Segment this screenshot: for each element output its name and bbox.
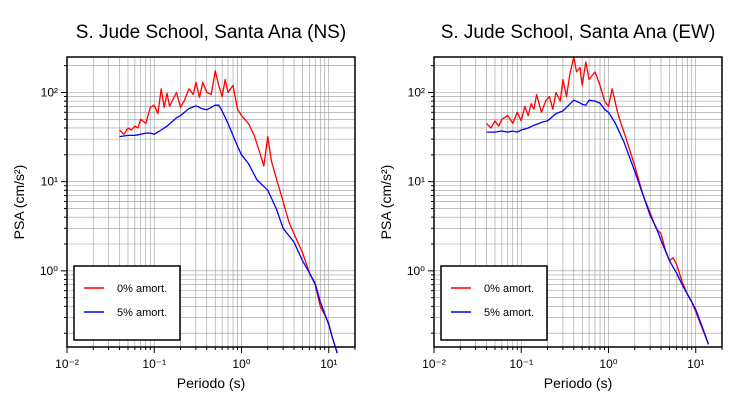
legend-box bbox=[440, 265, 548, 341]
legend-label-0: 0% amort. bbox=[117, 283, 167, 295]
legend-label-0: 0% amort. bbox=[484, 283, 534, 295]
y-tick-label: 10⁰ bbox=[40, 264, 58, 278]
x-axis-label: Periodo (s) bbox=[177, 375, 245, 391]
plot-frame bbox=[433, 56, 723, 348]
x-tick-label: 10¹ bbox=[687, 357, 704, 371]
tick-marks bbox=[61, 65, 356, 353]
y-tick-label: 10¹ bbox=[41, 175, 58, 189]
y-tick-label: 10² bbox=[408, 85, 425, 99]
y-tick-label: 10⁰ bbox=[407, 264, 425, 278]
x-tick-label: 10⁰ bbox=[232, 357, 250, 371]
legend-label-1: 5% amort. bbox=[117, 307, 167, 319]
x-tick-label: 10⁻² bbox=[422, 357, 446, 371]
chart-panel-0: S. Jude School, Santa Ana (NS) 10⁻² 10⁻¹ 10… bbox=[11, 22, 356, 391]
plot-frame bbox=[66, 56, 356, 348]
y-tick-label: 10² bbox=[41, 85, 58, 99]
tick-marks bbox=[428, 65, 723, 353]
y-axis-label: PSA (cm/s²) bbox=[378, 165, 394, 240]
x-tick-label: 10¹ bbox=[320, 357, 337, 371]
legend-box bbox=[73, 265, 181, 341]
y-tick-label: 10¹ bbox=[408, 175, 425, 189]
chart-panel-1: S. Jude School, Santa Ana (EW) 10⁻² 10⁻¹ 10… bbox=[378, 22, 723, 391]
series-line-1 bbox=[119, 104, 338, 354]
series-line-0 bbox=[119, 70, 338, 354]
x-tick-label: 10⁻¹ bbox=[142, 357, 166, 371]
legend-label-1: 5% amort. bbox=[484, 307, 534, 319]
legend: 0% amort. 5% amort. bbox=[73, 265, 181, 341]
x-tick-label: 10⁻¹ bbox=[509, 357, 533, 371]
chart-title: S. Jude School, Santa Ana (NS) bbox=[76, 22, 346, 43]
x-tick-label: 10⁻² bbox=[55, 357, 79, 371]
y-axis-label: PSA (cm/s²) bbox=[11, 165, 27, 240]
series-line-1 bbox=[486, 99, 710, 345]
x-tick-label: 10⁰ bbox=[599, 357, 617, 371]
legend: 0% amort. 5% amort. bbox=[440, 265, 548, 341]
chart-title: S. Jude School, Santa Ana (EW) bbox=[441, 22, 716, 43]
x-axis-label: Periodo (s) bbox=[544, 375, 612, 391]
